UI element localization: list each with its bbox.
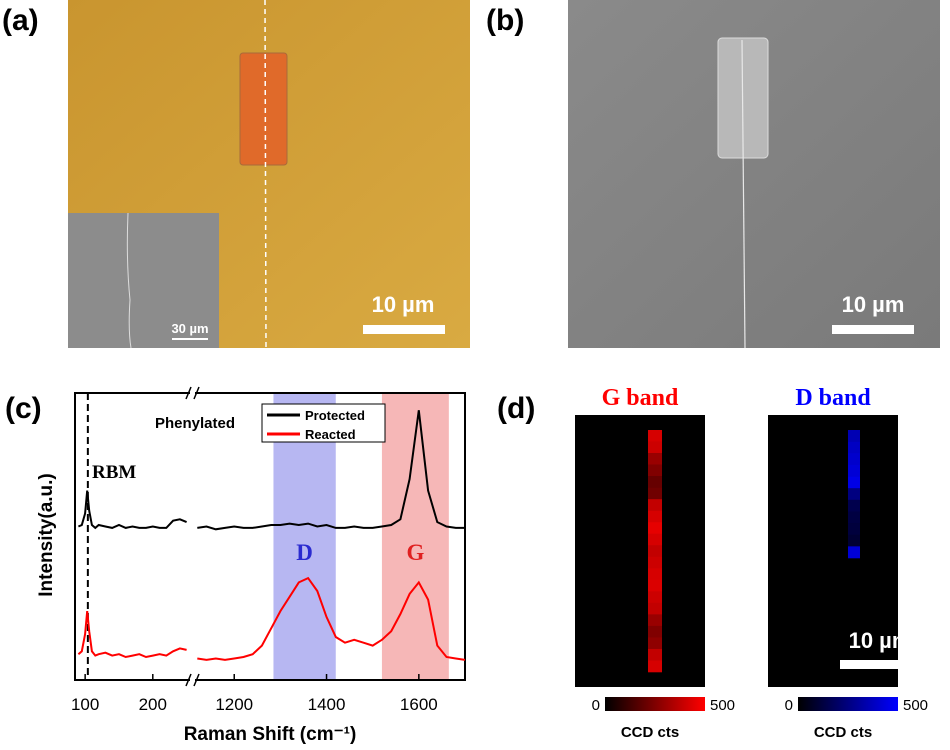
colorbar-label: CCD cts (621, 724, 679, 741)
heatmap-cell (648, 487, 662, 500)
inset-image (68, 213, 219, 348)
scale-label: 10 µm (849, 628, 912, 653)
heatmap-cell (648, 476, 662, 488)
colorbar-tick-label: 500 (903, 697, 928, 714)
spectrum-line (77, 490, 187, 530)
heatmap-cell (648, 591, 662, 604)
tube-marker (264, 0, 267, 349)
inset-scale-label: 30 µm (171, 321, 208, 336)
heatmap-cell (648, 637, 662, 650)
axis-break (185, 386, 200, 400)
heatmap-cell (648, 441, 662, 454)
map-title: G band (602, 385, 679, 411)
spectrum-line (197, 410, 465, 531)
panel-b: 10 µm (b) (486, 0, 940, 349)
map-background (575, 415, 705, 687)
legend-label: Reacted (305, 427, 356, 442)
heatmap-cell (848, 523, 860, 536)
panel-label: (d) (497, 392, 535, 425)
tube (741, 39, 746, 349)
axis-frame (74, 392, 190, 681)
axis-frame (195, 392, 466, 681)
heatmap-cell (648, 464, 662, 477)
map-background (768, 415, 898, 687)
panel-a: 30 µm 10 µm (a) (2, 0, 470, 349)
scale-label: 10 µm (372, 292, 435, 317)
scale-bar (363, 325, 445, 334)
axis-break (185, 673, 200, 687)
flake (239, 52, 288, 166)
spectrum-line (77, 611, 187, 659)
panel-label: (c) (5, 392, 42, 425)
scale-label: 10 µm (842, 292, 905, 317)
panel-label: (a) (2, 4, 39, 37)
legend-label: Protected (305, 408, 365, 423)
colorbar-tick-label: 0 (592, 697, 600, 714)
x-tick-label: 100 (71, 695, 99, 714)
heatmap-cell (648, 579, 662, 592)
heatmap-cell (848, 546, 860, 559)
heatmap-cell (648, 453, 662, 465)
band-label: G (406, 540, 424, 565)
heatmap-cell (848, 488, 860, 501)
heatmap-cell (648, 568, 662, 581)
heatmap-cell (648, 556, 662, 569)
x-tick-label: 1600 (400, 695, 438, 714)
colorbar (605, 697, 705, 711)
inset-tube (126, 212, 132, 349)
heatmap-cell (848, 499, 860, 512)
heatmap-cell (648, 648, 662, 661)
heatmap-cell (648, 602, 662, 615)
heatmap-cell (648, 614, 662, 627)
heatmap-cell (648, 510, 662, 523)
heatmap-cell (648, 545, 662, 558)
heatmap-cell (848, 511, 860, 524)
annotation: Phenylated (155, 415, 235, 432)
scale-bar (840, 660, 920, 669)
heatmap-cell (848, 476, 860, 489)
panel-label: (b) (486, 4, 524, 37)
heatmap-cell (648, 499, 662, 511)
x-tick-label: 1400 (308, 695, 346, 714)
y-axis-label: Intensity(a.u.) (36, 473, 57, 597)
map-title: D band (795, 385, 871, 411)
annotation: RBM (92, 462, 136, 483)
band-label: D (296, 540, 313, 565)
heatmap-cell (848, 430, 860, 442)
scale-bar (832, 325, 914, 334)
legend-box (261, 403, 386, 443)
heatmap-cell (848, 453, 860, 466)
heatmap-cell (648, 533, 662, 546)
heatmap-cell (648, 522, 662, 535)
heatmap-cell (648, 625, 662, 638)
x-tick-label: 1200 (215, 695, 253, 714)
colorbar-label: CCD cts (814, 724, 872, 741)
colorbar-tick-label: 0 (785, 697, 793, 714)
x-tick-label: 200 (139, 695, 167, 714)
heatmap-cell (648, 430, 662, 442)
colorbar-tick-label: 500 (710, 697, 735, 714)
x-axis-label: Raman Shift (cm⁻¹) (184, 724, 357, 745)
colorbar (798, 697, 898, 711)
heatmap-cell (848, 534, 860, 547)
spectrum-line (197, 576, 466, 661)
heatmap-cell (848, 441, 860, 454)
heatmap-cell (848, 464, 860, 477)
heatmap-cell (648, 660, 662, 673)
